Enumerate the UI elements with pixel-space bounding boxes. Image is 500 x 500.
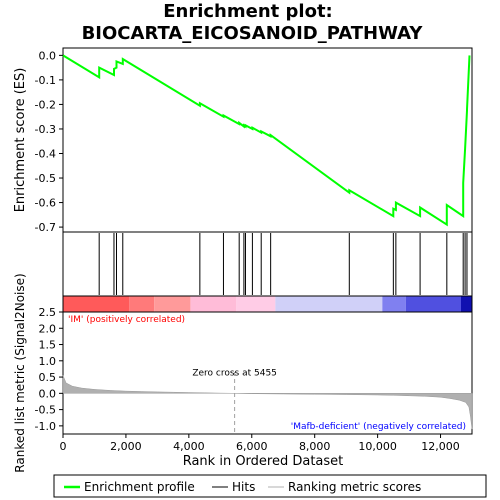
chart-title-line1: Enrichment plot: <box>163 1 333 22</box>
x-axis-label: Rank in Ordered Dataset <box>183 454 344 469</box>
x-tick-label: 2,000 <box>110 440 142 453</box>
metric-tick-label: 2.0 <box>39 322 57 335</box>
es-tick-label: 0.0 <box>39 49 57 62</box>
x-axis-ticks: 0 2,000 4,000 6,000 8,000 10,000 12,000 <box>60 434 460 453</box>
x-tick-label: 12,000 <box>421 440 460 453</box>
es-tick-label: -0.4 <box>35 147 56 160</box>
x-tick-label: 10,000 <box>358 440 397 453</box>
es-tick-label: -0.3 <box>35 123 56 136</box>
metric-tick-label: 0.0 <box>39 387 57 400</box>
chart-title-line2: BIOCARTA_EICOSANOID_PATHWAY <box>82 23 424 44</box>
x-tick-label: 8,000 <box>299 440 331 453</box>
heatmap-segment <box>129 296 155 312</box>
heatmap-segment <box>405 296 461 312</box>
heatmap-segment <box>382 296 406 312</box>
x-tick-label: 4,000 <box>173 440 205 453</box>
es-y-ticks: 0.0 -0.1 -0.2 -0.3 -0.4 -0.5 -0.6 -0.7 <box>35 49 63 234</box>
es-tick-label: -0.2 <box>35 98 56 111</box>
metric-area-fill <box>62 375 473 430</box>
heatmap-segment <box>236 296 276 312</box>
hit-markers <box>98 233 468 295</box>
heatmap-segment <box>275 296 383 312</box>
metric-tick-label: -0.5 <box>35 404 56 417</box>
legend-label: Enrichment profile <box>84 480 195 494</box>
metric-y-axis-label: Ranked list metric (Signal2Noise) <box>13 273 27 472</box>
metric-tick-label: -1.0 <box>35 420 56 433</box>
metric-tick-label: 1.5 <box>39 339 57 352</box>
legend-box <box>53 474 487 498</box>
heatmap-segment <box>460 296 472 312</box>
es-profile <box>62 54 471 227</box>
metric-area <box>62 375 473 430</box>
heatmap-segment <box>63 296 130 312</box>
legend: Enrichment profile Hits Ranking metric sco… <box>64 480 421 494</box>
metric-tick-label: 1.0 <box>39 355 57 368</box>
es-tick-label: -0.5 <box>35 172 56 185</box>
es-tick-label: -0.6 <box>35 197 56 210</box>
heatmap-segment <box>190 296 237 312</box>
es-panel-frame <box>62 47 473 233</box>
es-tick-label: -0.7 <box>35 221 56 234</box>
x-tick-label: 0 <box>60 440 67 453</box>
es-profile-line <box>62 54 471 227</box>
metric-panel-frame <box>62 311 473 435</box>
legend-label: Hits <box>232 480 255 494</box>
es-y-axis-label: Enrichment score (ES) <box>13 68 28 213</box>
metric-tick-label: 2.5 <box>39 306 57 319</box>
rank-heatmap-bar <box>63 296 472 312</box>
heatmap-segment <box>154 296 191 312</box>
es-tick-label: -0.1 <box>35 74 56 87</box>
hits-panel-frame <box>62 231 473 297</box>
positive-correlation-label: 'IM' (positively correlated) <box>68 315 185 325</box>
metric-tick-label: 0.5 <box>39 371 57 384</box>
zero-cross-label: Zero cross at 5455 <box>192 368 277 378</box>
metric-y-ticks: 2.5 2.0 1.5 1.0 0.5 0.0 -0.5 -1.0 <box>35 306 63 433</box>
x-tick-label: 6,000 <box>236 440 268 453</box>
legend-label: Ranking metric scores <box>288 480 421 494</box>
negative-correlation-label: 'Mafb-deficient' (negatively correlated) <box>291 422 466 432</box>
